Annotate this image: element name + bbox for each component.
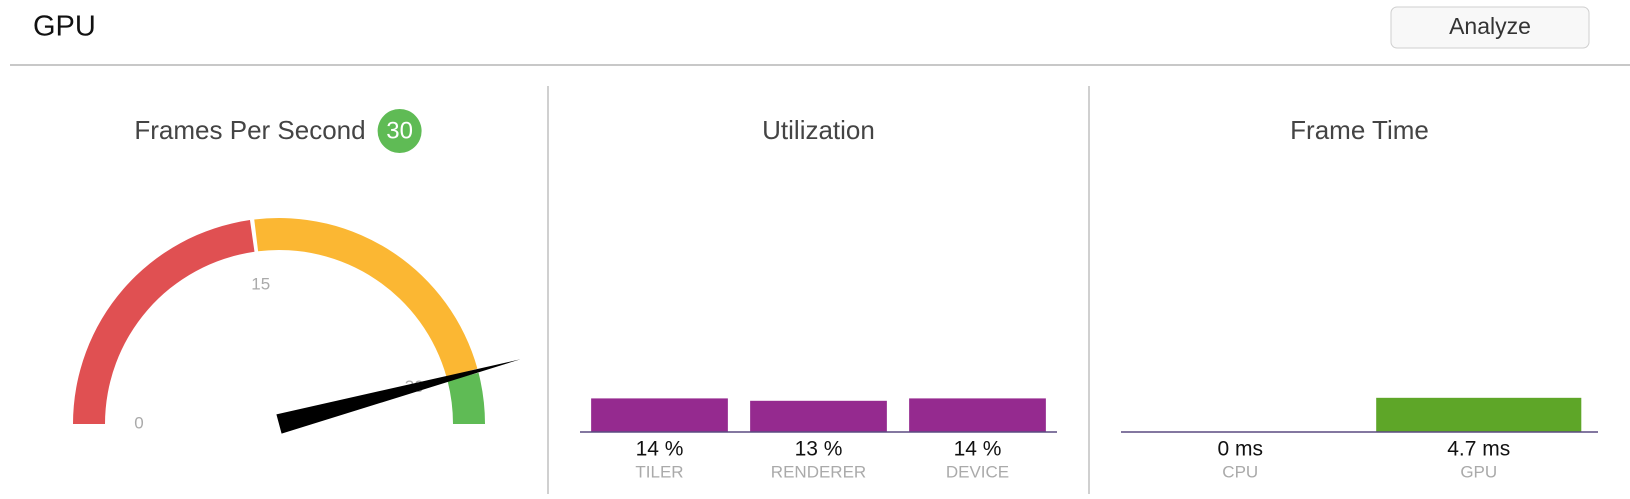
category-label: TILER	[635, 462, 683, 481]
gauge-tick-label: 15	[251, 275, 270, 294]
category-label: RENDERER	[771, 462, 866, 481]
bar	[591, 398, 728, 432]
chart-title: Frame Time	[1290, 115, 1429, 145]
value-label: 4.7 ms	[1447, 438, 1510, 461]
analyze-button[interactable]: Analyze	[1390, 6, 1590, 49]
fps-badge	[377, 109, 422, 153]
bar	[750, 400, 887, 432]
gauge-band	[73, 220, 255, 424]
fps-badge-value: 30	[386, 117, 413, 144]
value-label: 13 %	[795, 438, 843, 461]
bar	[909, 398, 1046, 432]
value-label: 14 %	[636, 438, 684, 461]
category-label: GPU	[1460, 462, 1497, 481]
chart-title: Frames Per Second	[134, 115, 365, 145]
gauge-tick	[251, 219, 259, 264]
value-label: 0 ms	[1217, 438, 1263, 461]
bar	[1376, 397, 1582, 432]
button-label[interactable]: Analyze	[1449, 13, 1531, 39]
chart-title: Utilization	[762, 115, 875, 145]
gauge-tick-label: 0	[134, 413, 143, 432]
gauge-needle	[276, 359, 521, 434]
button-frame[interactable]	[1390, 6, 1590, 49]
gauge-band	[447, 372, 485, 424]
value-label: 14 %	[954, 438, 1002, 461]
category-label: DEVICE	[946, 462, 1009, 481]
page-title: GPU	[33, 11, 96, 43]
category-label: CPU	[1222, 462, 1258, 481]
gauge-band	[254, 218, 478, 378]
